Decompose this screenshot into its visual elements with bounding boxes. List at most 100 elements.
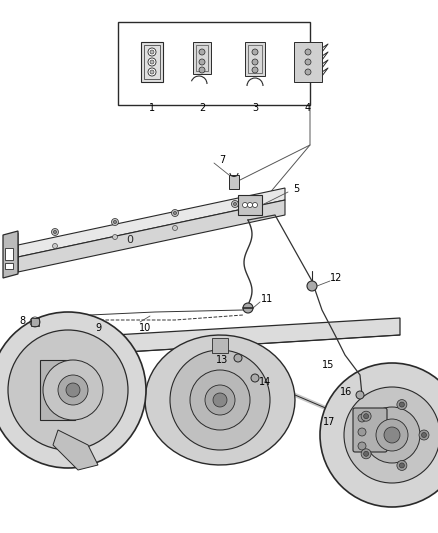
Text: 13: 13 xyxy=(216,355,228,365)
Circle shape xyxy=(150,50,154,54)
Circle shape xyxy=(251,374,259,382)
Circle shape xyxy=(358,414,366,422)
Bar xyxy=(212,338,228,353)
Circle shape xyxy=(53,230,57,233)
Polygon shape xyxy=(5,233,18,276)
Text: 0: 0 xyxy=(127,235,134,245)
Bar xyxy=(118,22,310,105)
Bar xyxy=(144,45,160,79)
Circle shape xyxy=(199,67,205,73)
Circle shape xyxy=(356,391,364,399)
Circle shape xyxy=(148,48,156,56)
Circle shape xyxy=(8,330,128,450)
Circle shape xyxy=(173,212,177,214)
Bar xyxy=(245,42,265,76)
Polygon shape xyxy=(18,188,285,257)
Text: 7: 7 xyxy=(219,155,225,165)
Circle shape xyxy=(397,400,407,409)
Text: 14: 14 xyxy=(259,377,271,387)
Circle shape xyxy=(243,203,247,207)
Text: 9: 9 xyxy=(95,323,101,333)
Text: 11: 11 xyxy=(261,294,273,304)
Circle shape xyxy=(397,461,407,471)
Circle shape xyxy=(232,200,239,207)
Circle shape xyxy=(247,203,252,207)
Polygon shape xyxy=(30,318,400,358)
Text: 16: 16 xyxy=(340,387,352,397)
Circle shape xyxy=(361,411,371,421)
Circle shape xyxy=(53,244,57,248)
Circle shape xyxy=(150,70,154,74)
Circle shape xyxy=(113,235,117,239)
Circle shape xyxy=(421,432,427,438)
Circle shape xyxy=(52,229,59,236)
Text: 1: 1 xyxy=(149,103,155,113)
Circle shape xyxy=(170,350,270,450)
Circle shape xyxy=(344,387,438,483)
Circle shape xyxy=(113,221,117,223)
Circle shape xyxy=(213,393,227,407)
Circle shape xyxy=(148,68,156,76)
Circle shape xyxy=(199,59,205,65)
Text: 2: 2 xyxy=(199,103,205,113)
Bar xyxy=(196,45,208,71)
Circle shape xyxy=(320,363,438,507)
Bar xyxy=(248,45,262,73)
Polygon shape xyxy=(3,231,18,278)
Text: 5: 5 xyxy=(293,184,299,194)
Bar xyxy=(193,42,211,74)
Circle shape xyxy=(58,375,88,405)
Polygon shape xyxy=(53,430,98,470)
Circle shape xyxy=(252,49,258,55)
Circle shape xyxy=(376,419,408,451)
Text: 15: 15 xyxy=(322,360,334,370)
Text: 17: 17 xyxy=(323,417,335,427)
Polygon shape xyxy=(18,200,285,272)
Circle shape xyxy=(305,59,311,65)
Circle shape xyxy=(358,442,366,450)
Text: 3: 3 xyxy=(252,103,258,113)
Circle shape xyxy=(148,58,156,66)
Circle shape xyxy=(112,219,119,225)
Bar xyxy=(5,248,13,260)
Bar xyxy=(238,195,262,215)
Circle shape xyxy=(305,49,311,55)
Text: 12: 12 xyxy=(330,273,342,283)
Circle shape xyxy=(252,59,258,65)
FancyBboxPatch shape xyxy=(141,42,163,82)
Circle shape xyxy=(199,49,205,55)
Text: 8: 8 xyxy=(20,316,26,326)
Circle shape xyxy=(190,370,250,430)
Circle shape xyxy=(173,225,177,230)
Circle shape xyxy=(172,209,179,216)
Circle shape xyxy=(399,463,404,468)
Circle shape xyxy=(243,303,253,313)
Circle shape xyxy=(307,281,317,291)
Circle shape xyxy=(364,414,369,419)
Circle shape xyxy=(66,383,80,397)
Circle shape xyxy=(233,203,237,206)
Bar xyxy=(229,175,239,189)
Circle shape xyxy=(205,385,235,415)
Text: 4: 4 xyxy=(305,103,311,113)
Circle shape xyxy=(305,69,311,75)
Circle shape xyxy=(358,428,366,436)
Bar xyxy=(5,263,13,269)
FancyBboxPatch shape xyxy=(353,408,387,452)
Polygon shape xyxy=(145,335,295,465)
Circle shape xyxy=(0,312,146,468)
Circle shape xyxy=(43,360,103,420)
Bar xyxy=(40,360,75,420)
Circle shape xyxy=(399,402,404,407)
Circle shape xyxy=(215,343,225,353)
Circle shape xyxy=(384,427,400,443)
Text: 10: 10 xyxy=(139,323,151,333)
Circle shape xyxy=(252,203,258,207)
Circle shape xyxy=(234,354,242,362)
Circle shape xyxy=(364,407,420,463)
Bar xyxy=(294,42,322,82)
Circle shape xyxy=(419,430,429,440)
Circle shape xyxy=(361,449,371,459)
Bar xyxy=(31,318,39,326)
Circle shape xyxy=(252,67,258,73)
